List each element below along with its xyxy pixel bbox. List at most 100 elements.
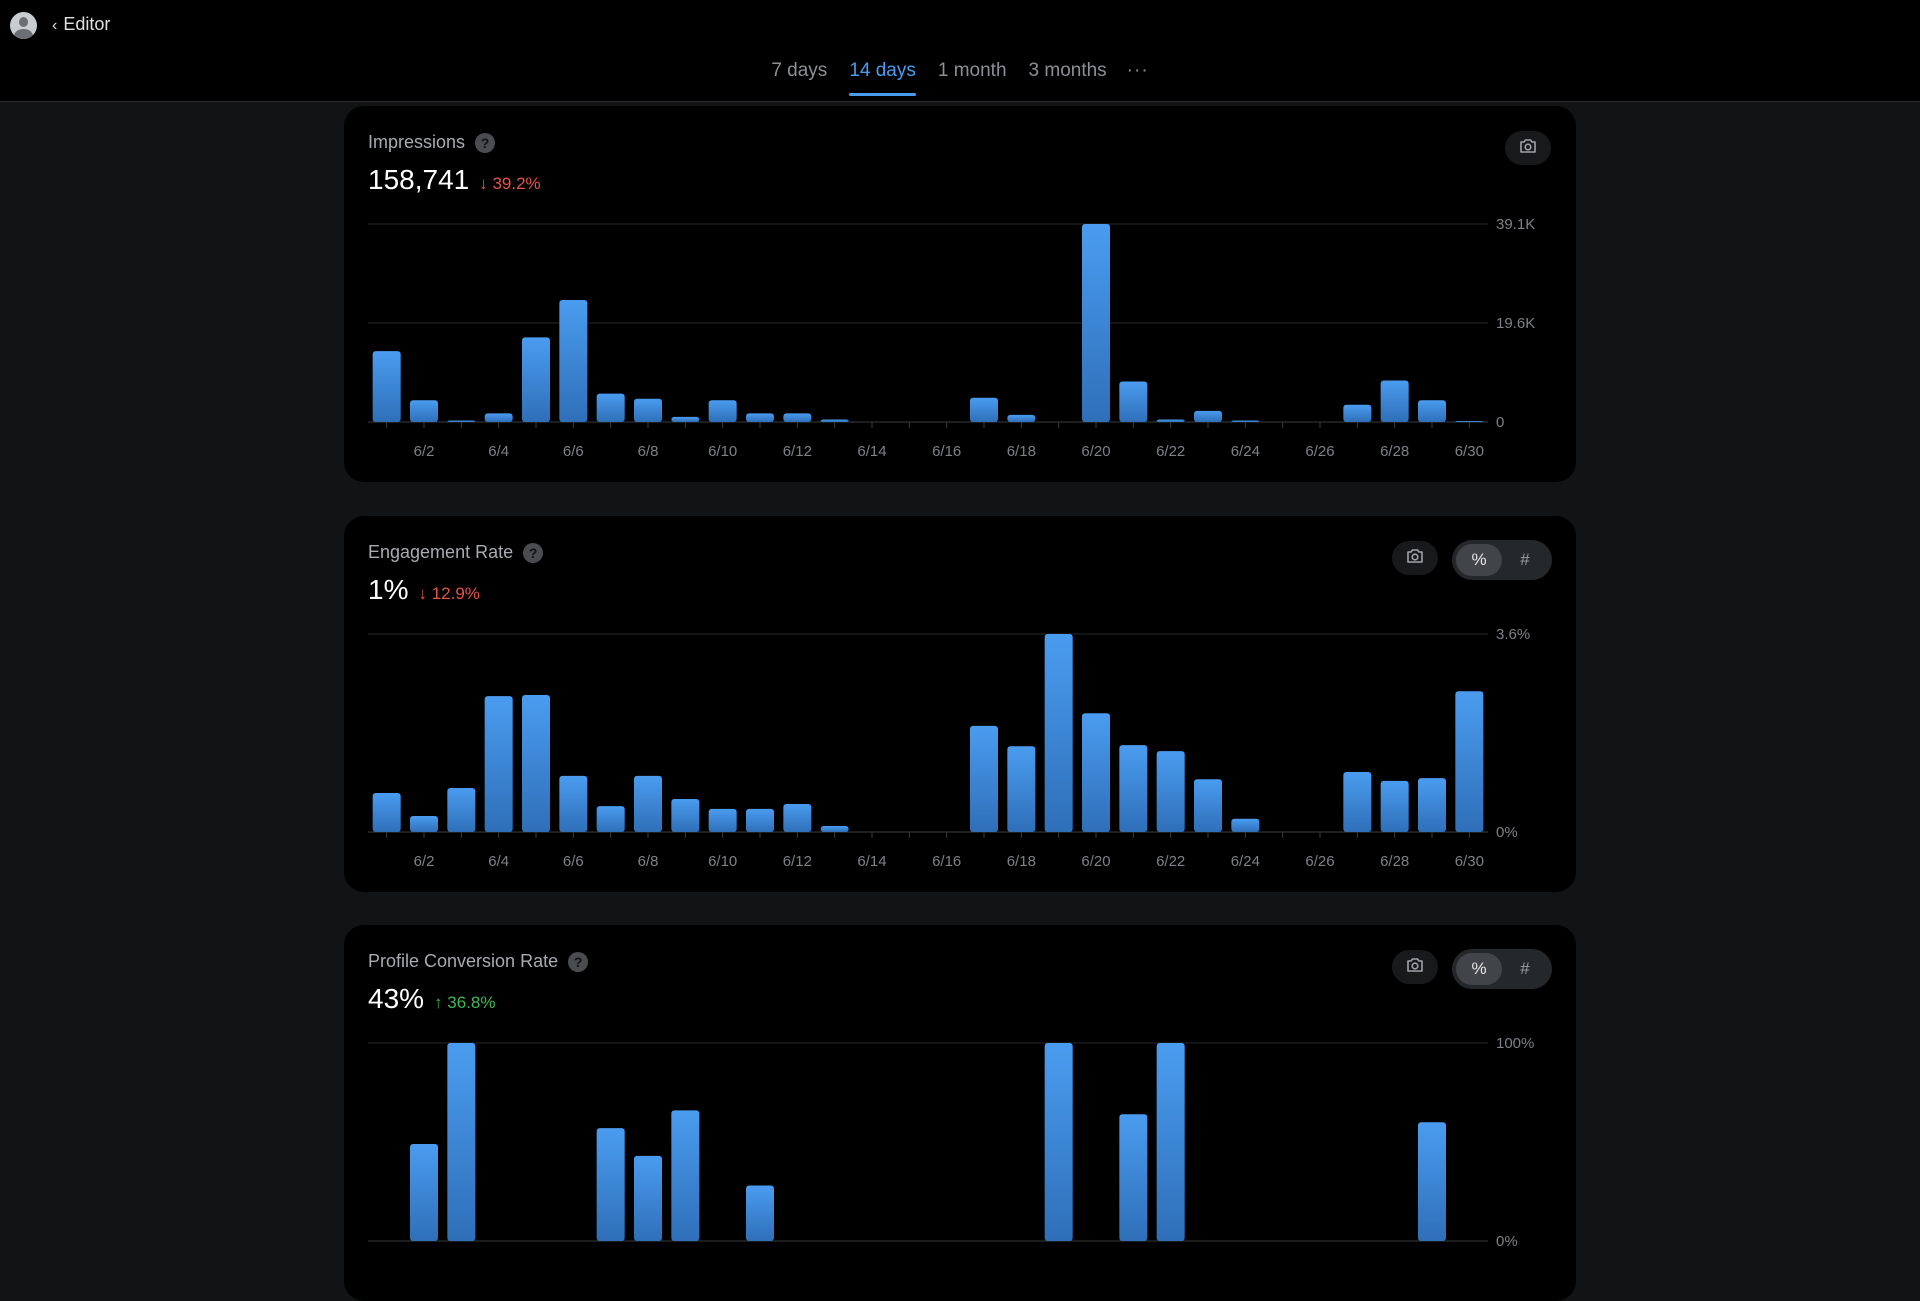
help-icon[interactable]: ? [523,542,544,563]
bar-6-1 [372,792,401,832]
bar-6-8 [634,1155,662,1241]
help-icon[interactable]: ? [568,951,589,972]
bar-chart: 0% 100% [368,1035,1534,1250]
bar-6-17 [970,397,998,422]
bar-6-6 [559,775,588,832]
x-tick-label: 6/20 [1081,853,1110,870]
count-option[interactable]: # [1520,550,1530,569]
bar-chart: 0% 3.6% 6/2 6/4 6/6 6/8 6/10 6/12 6/14 6/16 6/18 6/… [368,626,1530,870]
bar-6-29 [1418,1122,1446,1241]
bar-6-28 [1380,780,1409,832]
x-tick-label: 6/4 [488,853,509,870]
bar-6-13 [820,825,849,832]
avatar[interactable] [10,12,37,39]
back-to-editor-link[interactable]: ‹ Editor [52,14,111,34]
y-tick-label: 3.6% [1496,626,1530,643]
bar-6-11 [746,808,774,832]
y-tick-label: 39.1K [1496,216,1535,233]
x-tick-label: 6/28 [1380,443,1409,460]
metric-card-engagement-rate: 0% 3.6% 6/2 6/4 6/6 6/8 6/10 6/12 6/14 6/16 6/18 6/… [344,516,1576,892]
x-tick-label: 6/24 [1231,853,1260,870]
bar-6-20 [1082,713,1110,832]
bar-6-30 [1455,691,1484,832]
camera-icon [1406,957,1424,978]
chevron-left-icon: ‹ [52,17,58,34]
bar-6-19 [1044,634,1073,832]
tab-14-days[interactable]: 14 days [849,60,916,96]
bar-6-20 [1082,224,1110,422]
arrow-up-icon: ↑ [434,993,443,1012]
screenshot-button[interactable] [1392,541,1438,575]
bar-6-4 [484,413,513,422]
bar-6-7 [596,393,625,422]
bar-6-18 [1007,414,1036,422]
y-tick-label: 0% [1496,1233,1518,1250]
bar-6-6 [559,299,588,422]
bar-6-12 [783,803,812,832]
bar-6-3 [447,1043,476,1241]
bar-6-2 [410,1143,438,1241]
metric-change: ↑ 36.8% [434,993,496,1012]
bar-6-9 [671,1110,700,1241]
x-tick-label: 6/2 [414,443,435,460]
bar-6-7 [596,1128,625,1241]
x-tick-label: 6/20 [1081,443,1110,460]
x-tick-label: 6/6 [563,853,584,870]
x-tick-label: 6/8 [638,443,659,460]
y-tick-label: 0% [1496,824,1518,841]
unit-toggle: % # [1452,540,1552,580]
metric-card-impressions: 0 19.6K 39.1K 6/2 6/4 6/6 6/8 6/10 6/12 6/14 6/16 6… [344,106,1576,482]
percent-option[interactable]: % [1456,544,1502,576]
bar-6-21 [1119,745,1148,832]
tab-3-months[interactable]: 3 months [1028,60,1107,81]
bar-6-27 [1343,404,1372,422]
help-icon[interactable]: ? [475,132,496,153]
x-tick-label: 6/4 [488,443,509,460]
x-tick-label: 6/14 [857,853,886,870]
bar-6-24 [1231,818,1260,832]
metric-value: 43% [368,983,425,1014]
count-option[interactable]: # [1520,959,1530,978]
bar-6-21 [1119,1114,1148,1241]
bar-6-10 [708,808,737,832]
x-tick-label: 6/22 [1156,853,1185,870]
bar-6-3 [447,788,476,832]
metric-title: Profile Conversion Rate [368,951,559,971]
x-tick-label: 6/16 [932,853,961,870]
x-tick-label: 6/6 [563,443,584,460]
x-tick-label: 6/26 [1305,853,1334,870]
y-tick-label: 100% [1496,1035,1534,1052]
x-tick-label: 6/10 [708,853,737,870]
metric-change: ↓ 12.9% [418,584,480,603]
percent-option[interactable]: % [1456,953,1502,985]
bar-6-13 [820,419,849,422]
x-tick-label: 6/26 [1305,443,1334,460]
bar-6-21 [1119,381,1148,422]
bar-6-17 [970,725,998,832]
time-range-tabs: 7 days 14 days 1 month 3 months ··· [0,60,1920,96]
bar-6-27 [1343,772,1372,832]
x-tick-label: 6/24 [1231,443,1260,460]
more-options-icon[interactable]: ··· [1126,60,1149,81]
bar-6-9 [671,799,700,832]
bar-6-22 [1156,419,1185,422]
screenshot-button[interactable] [1505,131,1551,165]
bar-6-11 [746,413,774,422]
tab-1-month[interactable]: 1 month [937,60,1007,81]
bar-6-2 [410,816,438,832]
screenshot-button[interactable] [1392,950,1438,984]
x-tick-label: 6/18 [1007,443,1036,460]
tab-7-days[interactable]: 7 days [771,60,828,81]
bar-6-9 [671,416,700,422]
bar-6-3 [447,420,476,422]
bar-chart: 0 19.6K 39.1K 6/2 6/4 6/6 6/8 6/10 6/12 6/14 6/16 6… [368,216,1535,460]
bar-6-5 [522,337,550,422]
bar-6-23 [1194,410,1222,422]
metric-value: 1% [368,574,409,605]
x-tick-label: 6/10 [708,443,737,460]
bar-6-4 [484,696,513,832]
bar-6-24 [1231,420,1260,422]
bar-6-22 [1156,1043,1185,1241]
top-bar: ‹ Editor 7 days 14 days 1 month 3 months … [0,0,1920,102]
x-tick-label: 6/16 [932,443,961,460]
